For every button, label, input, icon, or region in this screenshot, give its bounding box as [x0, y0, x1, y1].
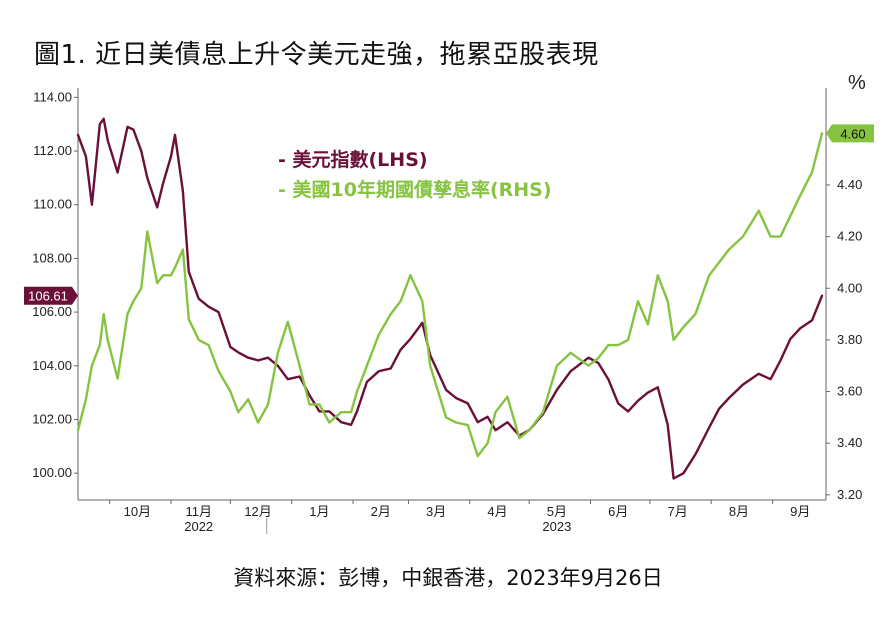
right-tick-label: 4.00 — [837, 280, 862, 295]
chart-title: 圖1. 近日美債息上升令美元走強，拖累亞股表現 — [34, 40, 599, 70]
x-tick-label: 10月 — [124, 504, 151, 519]
dxy-index-line — [76, 117, 824, 480]
right-tick-label: 4.40 — [837, 177, 862, 192]
right-tick-label: 4.20 — [837, 229, 862, 244]
year-label: 2022 — [184, 519, 213, 534]
x-tick-label: 7月 — [667, 504, 687, 519]
right-last-value-tag — [826, 124, 874, 143]
left-tick-label: 104.00 — [32, 358, 72, 373]
right-tick-label: 3.40 — [837, 435, 862, 450]
left-tick-label: 106.00 — [32, 304, 72, 319]
chart-source: 資料來源：彭博，中銀香港，2023年9月26日 — [233, 566, 663, 590]
us-10y-yield-line — [76, 132, 824, 458]
right-tick-label: 3.20 — [837, 487, 862, 502]
left-tick-label: 112.00 — [33, 143, 72, 158]
x-tick-label: 4月 — [487, 504, 507, 519]
x-tick-label: 11月 — [185, 504, 212, 519]
legend-item-yield: - 美國10年期國債孳息率(RHS) — [278, 178, 552, 201]
right-tick-label: 3.80 — [837, 332, 862, 347]
left-tick-label: 114.00 — [33, 89, 72, 104]
left-tick-label: 100.00 — [32, 465, 72, 480]
left-tick-label: 102.00 — [32, 411, 72, 426]
right-last-value-label: 4.60 — [840, 126, 865, 141]
left-tick-label: 110.00 — [33, 197, 72, 212]
x-tick-label: 6月 — [608, 504, 628, 519]
right-axis-unit: % — [848, 72, 866, 94]
left-last-value-tag — [24, 286, 78, 305]
x-tick-label: 12月 — [244, 504, 271, 519]
right-tick-label: 3.60 — [837, 384, 862, 399]
x-tick-label: 3月 — [426, 504, 446, 519]
x-tick-label: 8月 — [729, 504, 749, 519]
x-tick-label: 5月 — [547, 504, 567, 519]
year-label: 2023 — [542, 519, 571, 534]
left-tick-label: 108.00 — [32, 250, 72, 265]
x-tick-label: 1月 — [309, 504, 329, 519]
x-tick-label: 9月 — [790, 504, 810, 519]
x-tick-label: 2月 — [371, 504, 391, 519]
left-last-value-label: 106.61 — [28, 289, 68, 304]
legend-item-dxy: - 美元指數(LHS) — [278, 148, 428, 171]
